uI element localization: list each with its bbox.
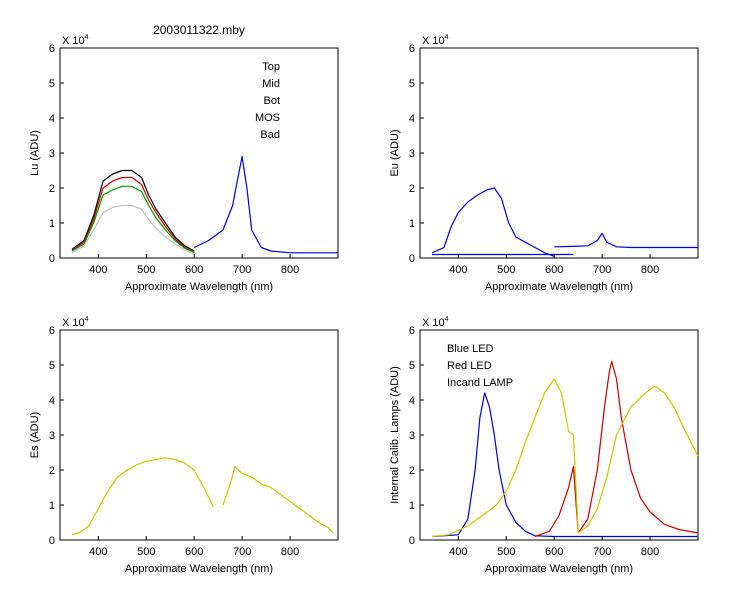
x-tick-label: 800 — [641, 264, 659, 276]
series-line-bad — [71, 204, 195, 255]
y-tick-label: 6 — [49, 325, 55, 337]
exponent-base: X 10 — [62, 317, 85, 329]
y-tick-label: 2 — [49, 183, 55, 195]
series-line-eu — [431, 187, 555, 257]
series-line-bot — [71, 185, 195, 253]
x-axis-label: Approximate Wavelength (nm) — [125, 281, 273, 293]
x-tick-label: 700 — [593, 264, 611, 276]
y-tick-label: 3 — [409, 148, 415, 160]
y-tick-label: 0 — [409, 535, 415, 547]
y-tick-label: 4 — [49, 395, 55, 407]
x-tick-label: 400 — [449, 546, 467, 558]
x-tick-label: 700 — [593, 546, 611, 558]
exponent-label: X 104 — [62, 316, 89, 329]
y-tick-label: 3 — [409, 430, 415, 442]
legend-entry-mid: Mid — [262, 78, 280, 90]
x-axis-label: Approximate Wavelength (nm) — [485, 281, 633, 293]
y-tick-label: 3 — [49, 148, 55, 160]
x-tick-label: 600 — [545, 264, 563, 276]
series-line-blue-led — [431, 392, 698, 538]
exponent-base: X 10 — [422, 35, 445, 47]
x-tick-label: 500 — [137, 546, 155, 558]
y-tick-label: 2 — [409, 465, 415, 477]
legend-entry-incand-lamp: Incand LAMP — [447, 377, 513, 389]
legend-entry-bad: Bad — [260, 129, 280, 141]
series-line-top — [71, 169, 195, 252]
y-tick-label: 0 — [409, 253, 415, 265]
y-tick-label: 5 — [409, 78, 415, 90]
exponent-power: 4 — [85, 34, 89, 41]
legend-entry-red-led: Red LED — [447, 360, 492, 372]
x-tick-label: 400 — [449, 264, 467, 276]
exponent-power: 4 — [445, 316, 449, 323]
legend-entry-blue-led: Blue LED — [447, 343, 494, 355]
x-tick-label: 800 — [281, 546, 299, 558]
exponent-base: X 10 — [422, 317, 445, 329]
x-tick-label: 600 — [545, 546, 563, 558]
x-axis-label: Approximate Wavelength (nm) — [485, 563, 633, 575]
y-axis-label: Eu (ADU) — [389, 129, 401, 176]
x-tick-label: 500 — [137, 264, 155, 276]
y-tick-label: 6 — [409, 43, 415, 55]
x-tick-label: 400 — [89, 546, 107, 558]
y-tick-label: 0 — [49, 535, 55, 547]
y-tick-label: 6 — [49, 43, 55, 55]
y-tick-label: 1 — [49, 218, 55, 230]
x-tick-label: 800 — [281, 264, 299, 276]
x-tick-label: 400 — [89, 264, 107, 276]
y-tick-label: 5 — [49, 360, 55, 372]
y-tick-label: 2 — [409, 183, 415, 195]
figure-title: 2003011322.mby — [153, 23, 245, 37]
exponent-label: X 104 — [422, 34, 449, 47]
x-tick-label: 500 — [497, 264, 515, 276]
y-tick-label: 5 — [409, 360, 415, 372]
y-tick-label: 1 — [409, 218, 415, 230]
y-tick-label: 0 — [49, 253, 55, 265]
exponent-power: 4 — [85, 316, 89, 323]
plot-area — [59, 329, 339, 541]
y-tick-label: 3 — [49, 430, 55, 442]
y-axis-label: Lu (ADU) — [29, 130, 41, 176]
series-line-es-red — [222, 465, 334, 534]
x-tick-label: 600 — [185, 264, 203, 276]
series-line-mid — [71, 176, 195, 253]
legend-entry-mos: MOS — [255, 112, 280, 124]
x-tick-label: 700 — [233, 264, 251, 276]
legend-entry-bot: Bot — [263, 95, 280, 107]
series-line-eu-red — [554, 232, 698, 249]
plot-area — [59, 47, 339, 259]
x-tick-label: 600 — [185, 546, 203, 558]
exponent-label: X 104 — [62, 34, 89, 47]
exponent-label: X 104 — [422, 316, 449, 329]
plot-area — [419, 47, 699, 259]
y-tick-label: 4 — [409, 395, 415, 407]
legend-entry-top: Top — [262, 61, 280, 73]
y-tick-label: 2 — [49, 465, 55, 477]
y-tick-label: 1 — [409, 500, 415, 512]
y-tick-label: 5 — [49, 78, 55, 90]
series-line-red-led — [534, 360, 699, 538]
exponent-power: 4 — [445, 34, 449, 41]
y-axis-label: Internal Calib. Lamps (ADU) — [389, 366, 401, 504]
y-axis-label: Es (ADU) — [29, 412, 41, 458]
exponent-base: X 10 — [62, 35, 85, 47]
x-axis-label: Approximate Wavelength (nm) — [125, 563, 273, 575]
y-tick-label: 6 — [409, 325, 415, 337]
x-tick-label: 700 — [233, 546, 251, 558]
x-tick-label: 500 — [497, 546, 515, 558]
series-line-mos — [193, 155, 338, 254]
series-line-es — [71, 457, 214, 536]
y-tick-label: 1 — [49, 500, 55, 512]
y-tick-label: 4 — [49, 113, 55, 125]
y-tick-label: 4 — [409, 113, 415, 125]
series-line-incand-lamp — [431, 378, 699, 538]
x-tick-label: 800 — [641, 546, 659, 558]
